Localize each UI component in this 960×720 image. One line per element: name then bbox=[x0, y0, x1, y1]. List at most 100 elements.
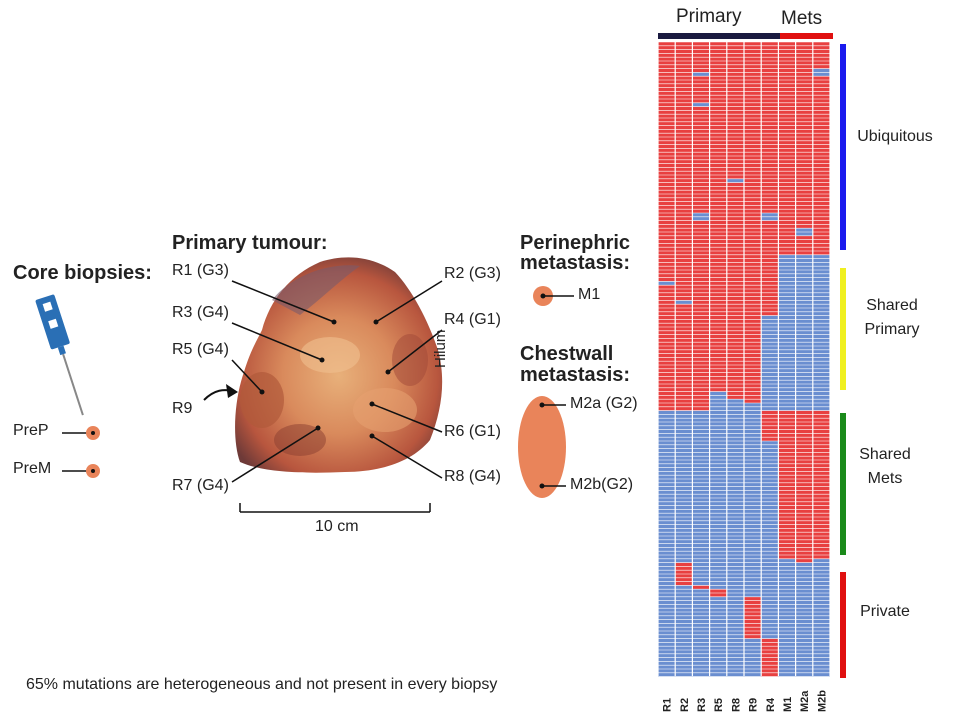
heatmap-cell bbox=[675, 593, 693, 597]
heatmap-cell bbox=[744, 186, 762, 191]
heatmap-cell bbox=[778, 251, 796, 255]
heatmap-cell bbox=[744, 72, 762, 77]
heatmap-cell bbox=[658, 577, 676, 582]
heatmap-cell bbox=[812, 228, 830, 232]
heatmap-cell bbox=[658, 543, 676, 548]
heatmap-cell bbox=[812, 482, 830, 487]
heatmap-cell bbox=[744, 425, 762, 430]
heatmap-cell bbox=[658, 513, 676, 517]
heatmap-cell bbox=[795, 110, 813, 115]
heatmap-cell bbox=[692, 311, 710, 316]
heatmap-cell bbox=[812, 600, 830, 605]
heatmap-cell bbox=[778, 213, 796, 217]
heatmap-cell bbox=[761, 437, 779, 441]
heatmap-cell bbox=[709, 490, 727, 495]
heatmap-cell bbox=[709, 589, 727, 593]
heatmap-cell bbox=[675, 144, 693, 149]
heatmap-cell bbox=[795, 376, 813, 381]
heatmap-cell bbox=[795, 528, 813, 533]
heatmap-cell bbox=[658, 262, 676, 267]
heatmap-cell bbox=[658, 330, 676, 335]
heatmap-cell bbox=[726, 327, 744, 331]
heatmap-cell bbox=[812, 87, 830, 92]
heatmap-cell bbox=[692, 376, 710, 381]
heatmap-cell bbox=[726, 285, 744, 289]
heatmap-cell bbox=[692, 258, 710, 263]
heatmap-cell bbox=[726, 129, 744, 134]
heatmap-cell bbox=[761, 623, 779, 628]
heatmap-cell bbox=[795, 387, 813, 392]
heatmap-cell bbox=[795, 589, 813, 593]
heatmap-cell bbox=[658, 475, 676, 479]
heatmap-cell bbox=[709, 631, 727, 635]
heatmap-cell bbox=[812, 395, 830, 400]
heatmap-cell bbox=[658, 64, 676, 69]
heatmap-cell bbox=[795, 327, 813, 331]
heatmap-cell bbox=[778, 456, 796, 460]
heatmap-cell bbox=[761, 566, 779, 571]
heatmap-cell bbox=[692, 224, 710, 229]
heatmap-cell bbox=[726, 140, 744, 145]
heatmap-cell bbox=[692, 460, 710, 464]
heatmap-cell bbox=[675, 338, 693, 343]
heatmap-cell bbox=[812, 368, 830, 373]
heatmap-cell bbox=[726, 532, 744, 536]
heatmap-cell bbox=[795, 156, 813, 160]
heatmap-cell bbox=[761, 49, 779, 54]
heatmap-cell bbox=[761, 631, 779, 635]
heatmap-cell bbox=[795, 612, 813, 616]
heatmap-cell bbox=[795, 665, 813, 669]
perinephric-title-line2: metastasis: bbox=[520, 252, 631, 274]
heatmap-cell bbox=[744, 365, 762, 369]
heatmap-cell bbox=[812, 581, 830, 586]
heatmap-cell bbox=[675, 669, 693, 673]
heatmap-cell bbox=[778, 425, 796, 430]
heatmap-cell bbox=[761, 319, 779, 324]
heatmap-cell bbox=[692, 414, 710, 419]
heatmap-cell bbox=[658, 338, 676, 343]
heatmap-cell bbox=[761, 232, 779, 236]
heatmap-cell bbox=[795, 330, 813, 335]
heatmap-cell bbox=[744, 175, 762, 179]
heatmap-cell bbox=[812, 672, 830, 677]
heatmap-cell bbox=[658, 76, 676, 80]
heatmap-cell bbox=[709, 452, 727, 457]
heatmap-cell bbox=[692, 289, 710, 293]
heatmap-cell bbox=[709, 429, 727, 434]
heatmap-cell bbox=[778, 319, 796, 324]
heatmap-cell bbox=[761, 110, 779, 115]
heatmap-cell bbox=[658, 247, 676, 251]
heatmap-cell bbox=[778, 197, 796, 202]
heatmap-cell bbox=[795, 72, 813, 77]
heatmap-cell bbox=[726, 653, 744, 658]
heatmap-cell bbox=[795, 178, 813, 183]
heatmap-cell bbox=[675, 156, 693, 160]
heatmap-cell bbox=[709, 612, 727, 616]
heatmap-cell bbox=[726, 448, 744, 453]
heatmap-cell bbox=[675, 129, 693, 134]
heatmap-cell bbox=[778, 148, 796, 153]
heatmap-cell bbox=[726, 148, 744, 153]
heatmap-cell bbox=[692, 42, 710, 46]
heatmap-cell bbox=[744, 235, 762, 240]
heatmap-cell bbox=[692, 551, 710, 555]
heatmap-cell bbox=[726, 99, 744, 103]
heatmap-cell bbox=[658, 399, 676, 403]
hilum-label: Hilum bbox=[432, 329, 449, 368]
heatmap-cell bbox=[744, 266, 762, 270]
heatmap-cell bbox=[658, 232, 676, 236]
heatmap-cell bbox=[744, 589, 762, 593]
heatmap-cell bbox=[744, 566, 762, 571]
heatmap-cell bbox=[795, 642, 813, 647]
heatmap-cell bbox=[709, 387, 727, 392]
heatmap-cell bbox=[709, 551, 727, 555]
heatmap-cell bbox=[761, 615, 779, 620]
heatmap-cell bbox=[761, 220, 779, 225]
heatmap-cell bbox=[709, 99, 727, 103]
heatmap-cell bbox=[675, 661, 693, 666]
heatmap-cell bbox=[658, 319, 676, 324]
heatmap-cell bbox=[744, 395, 762, 400]
heatmap-cell bbox=[744, 349, 762, 354]
heatmap-cell bbox=[744, 486, 762, 491]
heatmap-cell bbox=[778, 42, 796, 46]
